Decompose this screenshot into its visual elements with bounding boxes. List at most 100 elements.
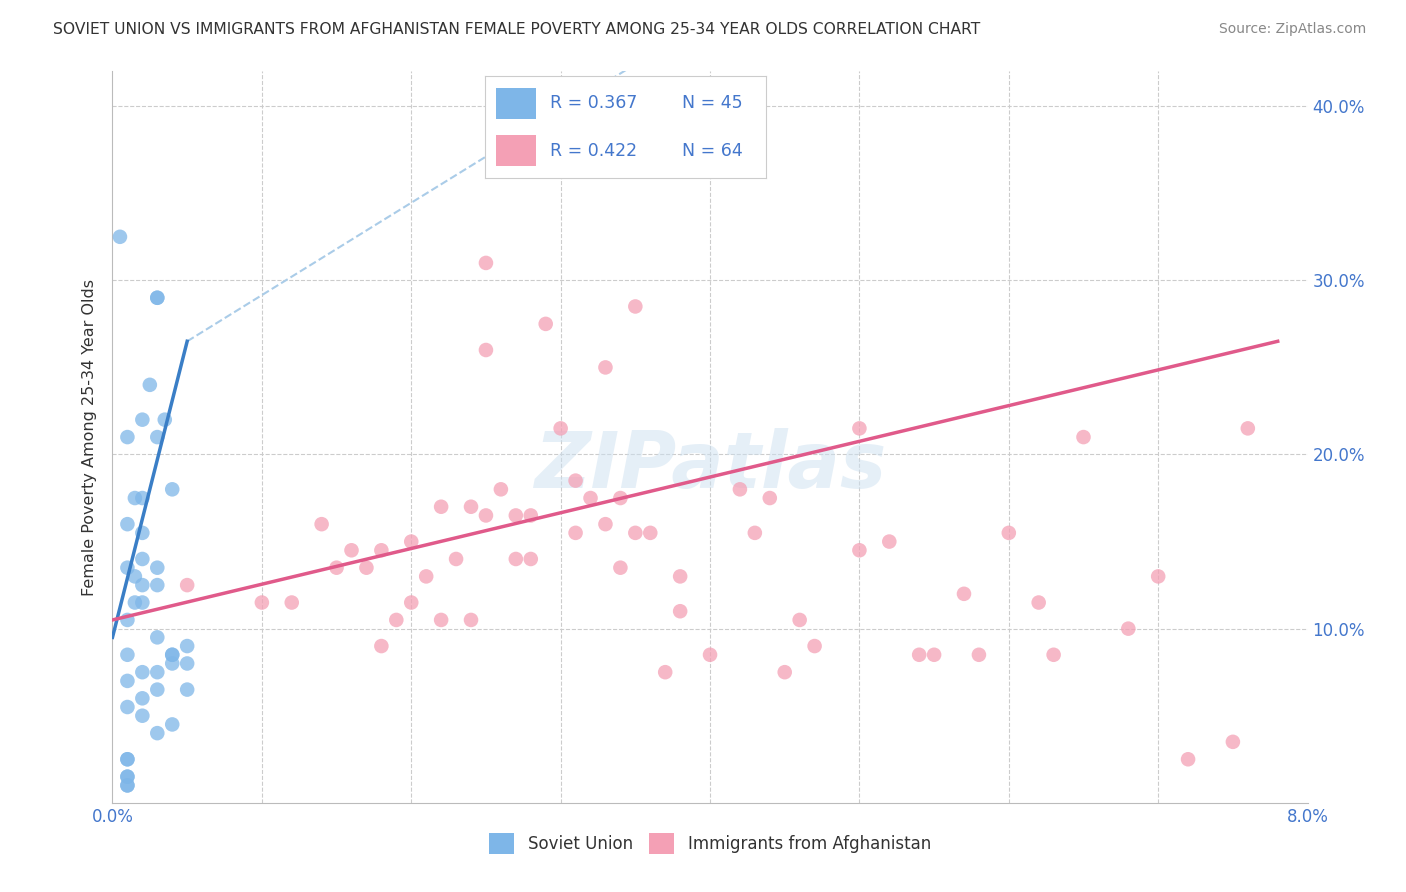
Point — [460, 613, 482, 627]
Y-axis label: Female Poverty Among 25-34 Year Olds: Female Poverty Among 25-34 Year Olds — [82, 278, 97, 596]
Point — [1177, 752, 1199, 766]
Point — [1222, 735, 1244, 749]
Point — [162, 657, 183, 671]
Point — [370, 639, 392, 653]
Point — [908, 648, 931, 662]
Point — [922, 648, 945, 662]
Point — [131, 552, 153, 566]
Point — [848, 543, 870, 558]
Point — [146, 430, 169, 444]
Point — [117, 517, 139, 532]
FancyBboxPatch shape — [496, 136, 536, 166]
Legend: Soviet Union, Immigrants from Afghanistan: Soviet Union, Immigrants from Afghanista… — [482, 827, 938, 860]
Point — [430, 613, 453, 627]
Point — [624, 300, 647, 314]
Point — [117, 770, 139, 784]
Point — [146, 560, 169, 574]
Point — [595, 517, 617, 532]
Point — [117, 430, 139, 444]
Point — [146, 726, 169, 740]
Point — [146, 665, 169, 680]
Point — [340, 543, 363, 558]
Point — [124, 595, 146, 609]
Point — [609, 491, 631, 505]
Point — [117, 770, 139, 784]
Point — [520, 508, 543, 523]
Point — [124, 491, 146, 505]
Point — [877, 534, 901, 549]
Point — [1118, 622, 1140, 636]
Point — [401, 595, 423, 609]
Point — [520, 552, 543, 566]
Point — [370, 543, 392, 558]
Point — [401, 534, 423, 549]
Point — [848, 421, 870, 435]
Point — [444, 552, 467, 566]
Point — [117, 648, 139, 662]
Point — [176, 682, 198, 697]
Text: N = 45: N = 45 — [682, 94, 742, 112]
Point — [953, 587, 976, 601]
Point — [131, 595, 153, 609]
Point — [117, 673, 139, 688]
Point — [579, 491, 602, 505]
Point — [108, 229, 131, 244]
Point — [162, 648, 183, 662]
Point — [773, 665, 796, 680]
Point — [117, 613, 139, 627]
Point — [460, 500, 482, 514]
Point — [475, 343, 498, 357]
Point — [176, 657, 198, 671]
Point — [385, 613, 408, 627]
Point — [564, 474, 586, 488]
Text: N = 64: N = 64 — [682, 142, 742, 160]
Point — [153, 412, 176, 426]
Point — [176, 639, 198, 653]
Point — [475, 256, 498, 270]
Point — [998, 525, 1021, 540]
Point — [489, 483, 512, 497]
Point — [146, 291, 169, 305]
Point — [146, 578, 169, 592]
Point — [744, 525, 766, 540]
Point — [131, 665, 153, 680]
Point — [505, 508, 527, 523]
Point — [356, 560, 378, 574]
Point — [162, 717, 183, 731]
Point — [250, 595, 273, 609]
Point — [131, 578, 153, 592]
Point — [131, 412, 153, 426]
Point — [1042, 648, 1064, 662]
Text: ZIPatlas: ZIPatlas — [534, 428, 886, 504]
Point — [564, 525, 586, 540]
Point — [699, 648, 721, 662]
Point — [624, 525, 647, 540]
Point — [967, 648, 990, 662]
Point — [534, 317, 557, 331]
Point — [759, 491, 782, 505]
Text: Source: ZipAtlas.com: Source: ZipAtlas.com — [1219, 22, 1367, 37]
Point — [146, 631, 169, 645]
Point — [117, 700, 139, 714]
Point — [430, 500, 453, 514]
Point — [728, 483, 751, 497]
Point — [803, 639, 825, 653]
Point — [1147, 569, 1170, 583]
Point — [131, 491, 153, 505]
Text: R = 0.367: R = 0.367 — [550, 94, 637, 112]
Point — [311, 517, 333, 532]
Point — [117, 778, 139, 792]
FancyBboxPatch shape — [496, 88, 536, 119]
Point — [505, 552, 527, 566]
Text: R = 0.422: R = 0.422 — [550, 142, 637, 160]
Point — [640, 525, 662, 540]
Point — [654, 665, 676, 680]
Point — [117, 778, 139, 792]
Point — [117, 752, 139, 766]
Point — [789, 613, 811, 627]
Point — [162, 648, 183, 662]
Point — [117, 560, 139, 574]
Point — [162, 483, 183, 497]
Point — [1028, 595, 1050, 609]
Point — [117, 752, 139, 766]
